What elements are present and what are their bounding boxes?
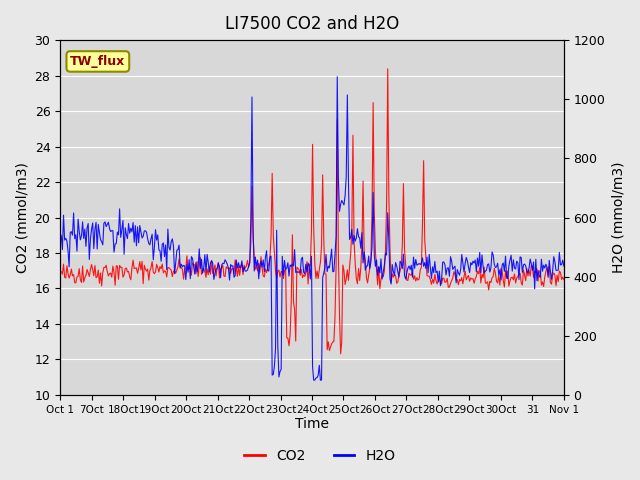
Legend: CO2, H2O: CO2, H2O [239,443,401,468]
X-axis label: Time: Time [295,418,329,432]
Title: LI7500 CO2 and H2O: LI7500 CO2 and H2O [225,15,399,33]
Y-axis label: CO2 (mmol/m3): CO2 (mmol/m3) [15,162,29,273]
Text: TW_flux: TW_flux [70,55,125,68]
Y-axis label: H2O (mmol/m3): H2O (mmol/m3) [611,162,625,273]
